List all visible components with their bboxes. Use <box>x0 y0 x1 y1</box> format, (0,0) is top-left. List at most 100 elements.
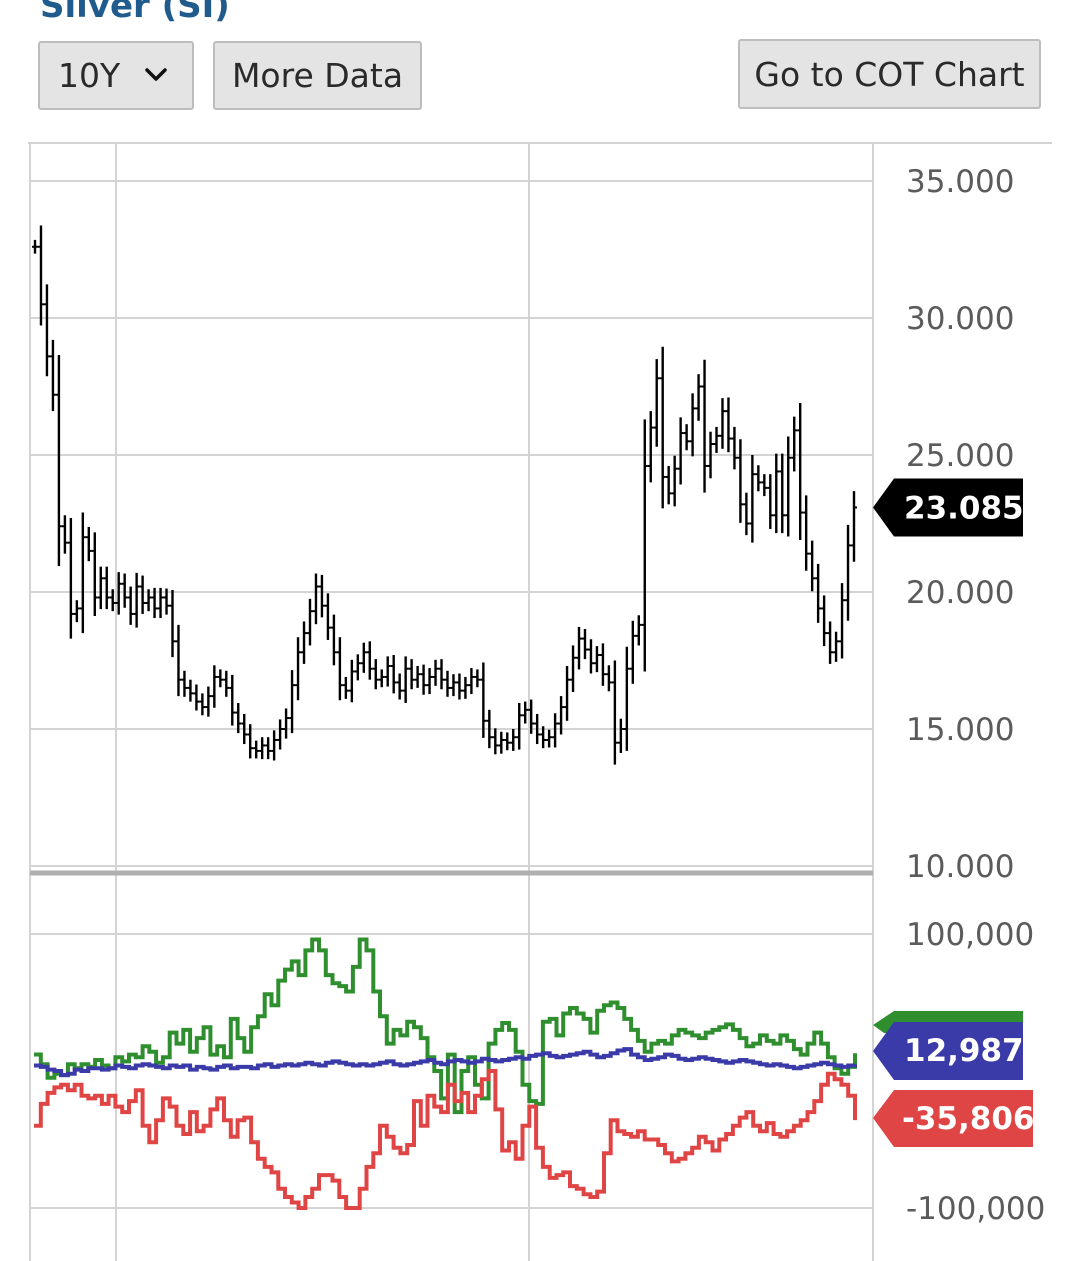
price-bar <box>827 621 834 664</box>
price-bar <box>617 718 624 753</box>
price-bar <box>247 724 254 759</box>
price-bar <box>432 659 439 686</box>
price-bar <box>139 575 146 614</box>
position-axis-tick-label: -100,000 <box>906 1191 1045 1227</box>
price-bar <box>552 713 559 748</box>
price-bar <box>528 699 535 734</box>
price-bar <box>408 659 415 690</box>
price-bar <box>253 740 260 759</box>
cot-chart-button[interactable]: Go to COT Chart <box>738 39 1041 109</box>
price-bar <box>450 674 457 697</box>
price-bar <box>593 646 600 673</box>
price-bar <box>815 563 822 623</box>
price-bar <box>707 431 714 479</box>
price-bar <box>372 659 379 690</box>
price-bar <box>564 665 571 721</box>
price-bar <box>791 416 798 472</box>
price-bar <box>223 670 230 697</box>
red-series-badge: -35,806 <box>873 1090 1035 1147</box>
price-bars <box>32 225 857 765</box>
price-bar <box>360 642 367 673</box>
last-price-badge-shape <box>873 478 1023 537</box>
price-bar <box>641 419 648 672</box>
price-bar <box>504 732 511 751</box>
price-bar <box>803 495 810 571</box>
price-bar <box>797 402 804 540</box>
price-bar <box>414 665 421 688</box>
price-bar <box>61 515 68 554</box>
red-series-last-value: -35,806 <box>902 1101 1035 1137</box>
price-bar <box>318 574 325 618</box>
price-bar <box>67 518 74 639</box>
price-bar <box>103 566 110 610</box>
price-bar <box>695 374 702 421</box>
price-bar <box>301 621 308 664</box>
price-bar <box>737 439 744 523</box>
price-bar <box>79 512 86 634</box>
price-bar <box>312 573 319 625</box>
price-bar <box>570 645 577 693</box>
price-bar <box>378 669 385 688</box>
price-bar <box>629 620 636 684</box>
price-bar <box>510 729 517 751</box>
price-bar <box>73 600 80 623</box>
price-bar <box>540 726 547 749</box>
price-bar <box>480 662 487 738</box>
price-bar <box>169 589 176 658</box>
price-axis-tick-label: 20.000 <box>906 575 1014 611</box>
blue-series-badge: 12,987 <box>873 1022 1024 1080</box>
price-bar <box>725 397 732 453</box>
position-axis-tick-label: 100,000 <box>906 917 1034 953</box>
price-bar <box>91 532 98 616</box>
price-bar <box>211 665 218 708</box>
price-bar <box>522 701 529 724</box>
blue-series-line <box>34 1047 857 1078</box>
price-bar <box>785 436 792 537</box>
price-bar <box>635 615 642 646</box>
chevron-down-icon <box>145 68 167 81</box>
price-bar <box>121 573 128 608</box>
price-bar <box>193 684 200 711</box>
price-bar <box>719 398 726 449</box>
period-select[interactable]: 10Y <box>38 41 194 110</box>
price-bar <box>402 656 409 703</box>
price-bar <box>653 359 660 447</box>
price-bar <box>647 411 654 483</box>
price-bar <box>731 426 738 470</box>
price-bar <box>713 426 720 453</box>
price-bar <box>241 713 248 745</box>
price-bar <box>605 665 612 692</box>
price-bar <box>85 526 92 562</box>
price-bar <box>181 670 188 697</box>
price-bar <box>97 566 104 610</box>
page-title: Silver (SI) <box>40 0 230 26</box>
price-bar <box>289 670 296 734</box>
price-bar <box>444 670 451 697</box>
price-bar <box>157 587 164 619</box>
red-series-badge-shape <box>873 1090 1033 1147</box>
price-bar <box>492 728 499 755</box>
price-bar <box>438 659 445 690</box>
price-axis-tick-label: 25.000 <box>906 438 1014 474</box>
price-bar <box>839 583 846 659</box>
price-bar <box>390 655 397 694</box>
price-bar <box>259 737 266 760</box>
price-bar <box>109 589 116 612</box>
price-bar <box>420 664 427 695</box>
price-bar <box>151 587 158 619</box>
price-bar <box>659 346 666 509</box>
price-bar <box>677 417 684 485</box>
more-data-button[interactable]: More Data <box>213 41 422 110</box>
red-series-line <box>34 1069 857 1210</box>
price-bar <box>755 465 762 492</box>
price-bar <box>133 572 140 628</box>
price-axis-tick-label: 15.000 <box>906 712 1014 748</box>
green-series-line <box>34 937 857 1115</box>
price-bar <box>295 637 302 701</box>
price-bar <box>217 669 224 688</box>
price-bar <box>43 284 50 377</box>
price-bar <box>498 731 505 754</box>
price-bar <box>749 455 756 543</box>
price-bar <box>701 359 708 493</box>
price-bar <box>37 225 44 326</box>
